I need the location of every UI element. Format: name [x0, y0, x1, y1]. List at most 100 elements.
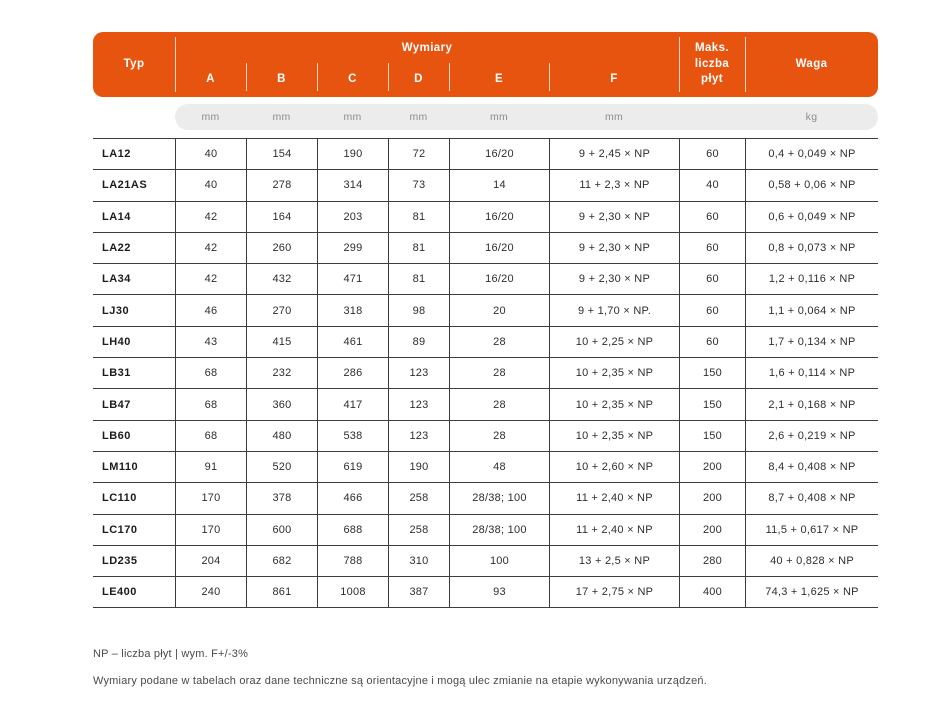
cell-b: 432 — [246, 264, 317, 295]
header-separator — [679, 37, 680, 92]
dim-column-label-f: F — [610, 72, 618, 85]
header-separator — [549, 63, 550, 91]
cell-a: 43 — [175, 326, 246, 358]
cell-f: 17 + 2,75 × NP — [549, 577, 679, 608]
cell-waga: 2,1 + 0,168 × NP — [745, 389, 878, 420]
cell-typ: LA21AS — [102, 179, 148, 192]
cell-waga: 74,3 + 1,625 × NP — [745, 577, 878, 608]
unit-label-b: mm — [272, 111, 291, 123]
cell-e: 16/20 — [449, 201, 549, 232]
cell-waga: 2,6 + 0,219 × NP — [745, 420, 878, 451]
cell-maks: 60 — [679, 139, 745, 170]
table-header: Typ Wymiary Maks. liczba płyt Waga A B C… — [93, 32, 878, 97]
table-row: LM110 91 520 619 190 48 10 + 2,60 × NP 2… — [93, 450, 878, 483]
table-row: LB47 68 360 417 123 28 10 + 2,35 × NP 15… — [93, 388, 878, 420]
cell-c: 466 — [317, 483, 388, 514]
cell-waga: 8,7 + 0,408 × NP — [745, 483, 878, 514]
cell-maks: 200 — [679, 483, 745, 514]
cell-typ: LH40 — [102, 335, 131, 348]
cell-e: 28/38; 100 — [449, 514, 549, 545]
cell-b: 861 — [246, 577, 317, 608]
cell-typ: LD235 — [102, 555, 138, 567]
cell-a: 40 — [175, 139, 246, 170]
dim-column-label-e: E — [494, 72, 504, 85]
cell-d: 81 — [388, 232, 449, 264]
cell-a: 42 — [175, 201, 246, 232]
header-separator — [745, 37, 746, 92]
cell-a: 204 — [175, 545, 246, 577]
cell-e: 28 — [449, 358, 549, 389]
cell-a: 42 — [175, 232, 246, 264]
cell-maks: 60 — [679, 264, 745, 295]
cell-typ: LM110 — [102, 461, 139, 474]
cell-b: 682 — [246, 545, 317, 577]
cell-d: 190 — [388, 451, 449, 483]
cell-waga: 11,5 + 0,617 × NP — [745, 514, 878, 545]
cell-d: 81 — [388, 264, 449, 295]
cell-typ: LB31 — [102, 367, 131, 380]
units-row: mm mm mm mm mm mm kg — [175, 104, 878, 130]
unit-label-waga: kg — [805, 111, 818, 123]
header-separator — [175, 37, 176, 92]
table-row: LA22 42 260 299 81 16/20 9 + 2,30 × NP 6… — [93, 231, 878, 264]
cell-e: 100 — [449, 545, 549, 577]
cell-b: 270 — [246, 295, 317, 326]
cell-maks: 60 — [679, 295, 745, 326]
spec-table: Typ Wymiary Maks. liczba płyt Waga A B C… — [93, 32, 878, 612]
cell-b: 164 — [246, 201, 317, 232]
cell-maks: 200 — [679, 514, 745, 545]
cell-a: 170 — [175, 514, 246, 545]
cell-typ: LA12 — [102, 148, 131, 161]
table-row: LA12 40 154 190 72 16/20 9 + 2,45 × NP 6… — [93, 138, 878, 170]
cell-maks: 60 — [679, 326, 745, 358]
waga-header-label: Waga — [795, 57, 828, 70]
table-row: LC170 170 600 688 258 28/38; 100 11 + 2,… — [93, 513, 878, 545]
cell-f: 9 + 1,70 × NP. — [549, 295, 679, 326]
cell-typ: LB47 — [102, 398, 131, 411]
cell-c: 619 — [317, 451, 388, 483]
cell-a: 42 — [175, 264, 246, 295]
footnote-disclaimer: Wymiary podane w tabelach oraz dane tech… — [93, 675, 707, 687]
cell-f: 13 + 2,5 × NP — [549, 545, 679, 577]
cell-f: 9 + 2,45 × NP — [549, 139, 679, 170]
cell-c: 471 — [317, 264, 388, 295]
cell-f: 10 + 2,35 × NP — [549, 389, 679, 420]
dim-column-label-b: B — [277, 72, 286, 85]
cell-e: 28 — [449, 389, 549, 420]
cell-waga: 8,4 + 0,408 × NP — [745, 451, 878, 483]
cell-d: 123 — [388, 358, 449, 389]
cell-maks: 280 — [679, 545, 745, 577]
cell-b: 415 — [246, 326, 317, 358]
unit-label-e: mm — [489, 111, 509, 123]
cell-f: 10 + 2,60 × NP — [549, 451, 679, 483]
header-separator — [246, 63, 247, 91]
dim-column-label-a: A — [206, 72, 215, 85]
table-row: LB31 68 232 286 123 28 10 + 2,35 × NP 15… — [93, 357, 878, 389]
cell-f: 9 + 2,30 × NP — [549, 232, 679, 264]
table-row: LJ30 46 270 318 98 20 9 + 1,70 × NP. 60 … — [93, 294, 878, 326]
cell-c: 788 — [317, 545, 388, 577]
cell-a: 68 — [175, 358, 246, 389]
cell-c: 461 — [317, 326, 388, 358]
header-separator — [388, 63, 389, 91]
cell-d: 98 — [388, 295, 449, 326]
footnote-np: NP – liczba płyt | wym. F+/-3% — [93, 648, 249, 660]
cell-d: 258 — [388, 514, 449, 545]
table-body: LA12 40 154 190 72 16/20 9 + 2,45 × NP 6… — [93, 138, 878, 609]
cell-typ: LA14 — [102, 210, 131, 223]
cell-e: 16/20 — [449, 139, 549, 170]
cell-maks: 150 — [679, 358, 745, 389]
cell-f: 11 + 2,40 × NP — [549, 514, 679, 545]
table-row: LB60 68 480 538 123 28 10 + 2,35 × NP 15… — [93, 419, 878, 451]
cell-d: 73 — [388, 170, 449, 201]
cell-c: 417 — [317, 389, 388, 420]
header-separator — [317, 63, 318, 91]
cell-a: 68 — [175, 389, 246, 420]
cell-e: 93 — [449, 577, 549, 608]
cell-typ: LA22 — [102, 242, 131, 255]
cell-b: 480 — [246, 420, 317, 451]
cell-maks: 60 — [679, 201, 745, 232]
cell-c: 299 — [317, 232, 388, 264]
cell-maks: 40 — [679, 170, 745, 201]
table-row: LC110 170 378 466 258 28/38; 100 11 + 2,… — [93, 482, 878, 514]
